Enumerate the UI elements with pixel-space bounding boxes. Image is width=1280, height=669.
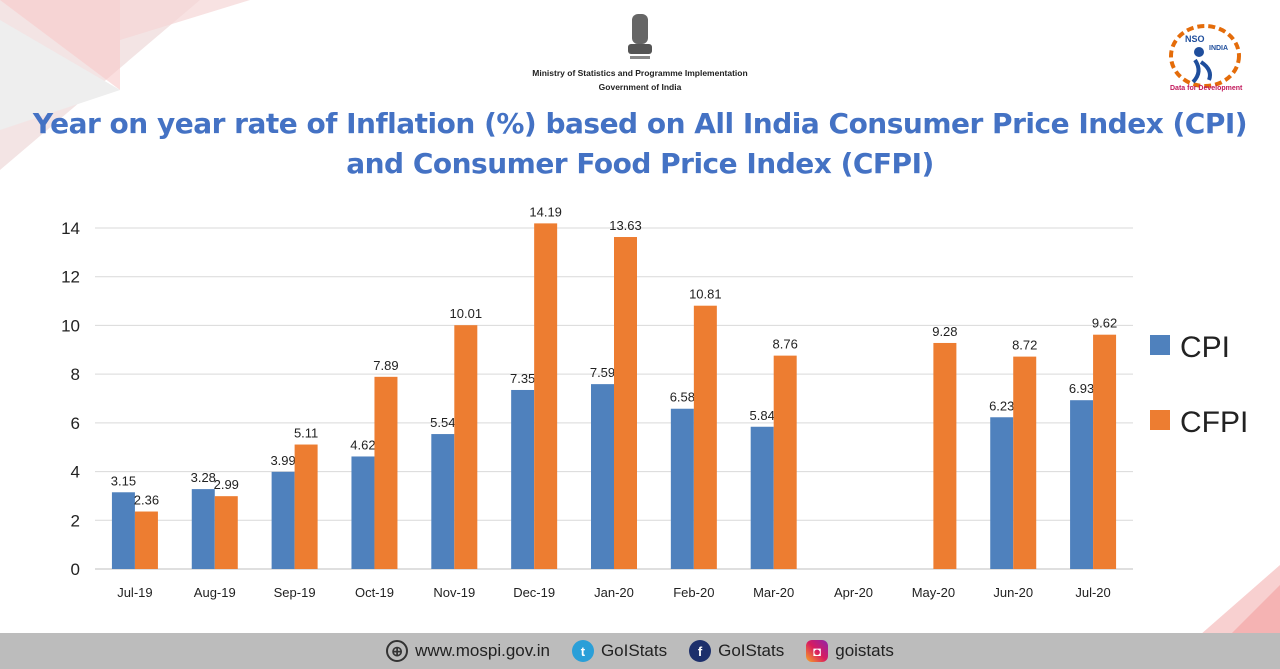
data-label: 13.63	[609, 218, 642, 233]
chart-title-line1: Year on year rate of Inflation (%) based…	[32, 107, 1248, 140]
y-tick-label: 14	[61, 219, 80, 238]
data-label: 7.59	[590, 365, 615, 380]
data-label: 5.54	[430, 415, 455, 430]
legend-label: CPI	[1180, 331, 1230, 364]
footer-bar: ⊕ www.mospi.gov.in t GoIStats f GoIStats…	[0, 633, 1280, 669]
x-tick-label: Jan-20	[594, 585, 634, 600]
data-label: 8.76	[773, 337, 798, 352]
bar-cfpi	[294, 444, 318, 569]
twitter-handle: GoIStats	[600, 641, 668, 660]
facebook-icon: f	[689, 640, 712, 662]
data-label: 3.99	[270, 453, 295, 468]
y-tick-label: 0	[71, 560, 80, 579]
bar-cfpi	[214, 496, 238, 569]
instagram-link[interactable]: ◘ goistats	[806, 640, 894, 662]
twitter-icon: t	[571, 640, 594, 662]
nso-tagline: Data for Development	[1170, 85, 1243, 92]
legend-swatch-cfpi	[1150, 410, 1170, 430]
x-tick-label: Aug-19	[194, 585, 236, 600]
bar-cpi	[1070, 400, 1094, 569]
x-tick-label: Feb-20	[673, 585, 714, 600]
nso-india-logo: NSO INDIA	[1169, 24, 1241, 88]
data-label: 10.01	[450, 306, 483, 321]
bar-cpi	[591, 384, 614, 569]
chart-title-line2: and Consumer Food Price Index (CFPI)	[346, 147, 934, 180]
y-tick-label: 12	[61, 268, 80, 287]
bar-cfpi	[534, 223, 558, 570]
bar-cfpi	[693, 305, 717, 569]
data-label: 5.11	[294, 426, 318, 441]
website-text: www.mospi.gov.in	[415, 641, 550, 660]
data-label: 9.62	[1092, 316, 1117, 331]
ministry-name: Ministry of Statistics and Programme Imp…	[532, 68, 748, 78]
bar-cfpi	[614, 237, 637, 569]
bar-cpi	[351, 456, 375, 569]
bar-cfpi	[1093, 334, 1117, 569]
x-tick-label: Jul-20	[1075, 585, 1110, 600]
national-emblem-logo	[628, 14, 652, 59]
x-tick-label: Apr-20	[834, 585, 873, 600]
bar-cfpi	[374, 376, 398, 569]
legend-label: CFPI	[1180, 406, 1248, 439]
bar-cpi	[990, 417, 1014, 569]
x-tick-label: Nov-19	[433, 585, 475, 600]
website-link[interactable]: ⊕ www.mospi.gov.in	[386, 640, 550, 662]
data-label: 14.19	[529, 204, 562, 219]
y-tick-label: 10	[61, 316, 80, 335]
y-tick-label: 6	[71, 414, 80, 433]
bar-cfpi	[933, 342, 957, 569]
y-tick-label: 2	[71, 511, 80, 530]
bar-cpi	[511, 389, 535, 569]
government-name: Government of India	[598, 82, 682, 92]
facebook-handle: GoIStats	[718, 641, 785, 660]
svg-text:INDIA: INDIA	[1209, 45, 1228, 52]
data-label: 10.81	[689, 287, 722, 302]
x-tick-label: Jun-20	[993, 585, 1033, 600]
y-tick-label: 4	[71, 463, 80, 482]
bar-cpi	[431, 434, 455, 569]
data-label: 8.72	[1012, 338, 1037, 353]
bar-cfpi	[1013, 356, 1037, 569]
instagram-handle: goistats	[835, 641, 894, 660]
data-label: 6.23	[989, 398, 1014, 413]
data-label: 7.35	[510, 371, 535, 386]
decor-triangles-top-left	[0, 0, 250, 170]
bar-cpi	[191, 489, 215, 569]
x-tick-label: Oct-19	[355, 585, 394, 600]
bar-cpi	[750, 426, 774, 569]
bar-cpi	[670, 408, 694, 569]
data-label: 5.84	[750, 408, 775, 423]
inflation-bar-chart: 0 2 4 6 8 10 12 14 Jul-19 3.15 2.36 Aug-19 3.282.99 S…	[61, 204, 1248, 600]
bar-cfpi	[773, 355, 797, 569]
bar-cpi	[111, 492, 135, 569]
legend-swatch-cpi	[1150, 335, 1170, 355]
x-tick-label: Mar-20	[753, 585, 794, 600]
data-label: 6.93	[1069, 381, 1094, 396]
decor-triangles-bottom-right	[1200, 565, 1280, 635]
twitter-link[interactable]: t GoIStats	[571, 640, 668, 662]
x-tick-label: Sep-19	[274, 585, 316, 600]
bar-cfpi	[134, 511, 158, 569]
instagram-icon: ◘	[806, 640, 829, 662]
data-label: 3.28	[191, 470, 216, 485]
y-tick-label: 8	[71, 365, 80, 384]
globe-icon: ⊕	[386, 640, 409, 662]
data-label: 2.99	[214, 477, 239, 492]
data-label: 3.15	[111, 473, 136, 488]
x-tick-label: May-20	[912, 585, 955, 600]
data-label: 4.62	[350, 437, 375, 452]
facebook-link[interactable]: f GoIStats	[689, 640, 784, 662]
data-label: 2.36	[134, 493, 159, 508]
x-tick-label: Dec-19	[513, 585, 555, 600]
x-tick-label: Jul-19	[117, 585, 152, 600]
bar-cfpi	[454, 325, 478, 569]
bar-cpi	[271, 471, 295, 569]
chart-title: Year on year rate of Inflation (%) based…	[0, 104, 1280, 184]
data-label: 6.58	[670, 390, 695, 405]
data-label: 7.89	[373, 358, 398, 373]
data-label: 9.28	[932, 324, 957, 339]
svg-text:NSO: NSO	[1185, 34, 1205, 44]
